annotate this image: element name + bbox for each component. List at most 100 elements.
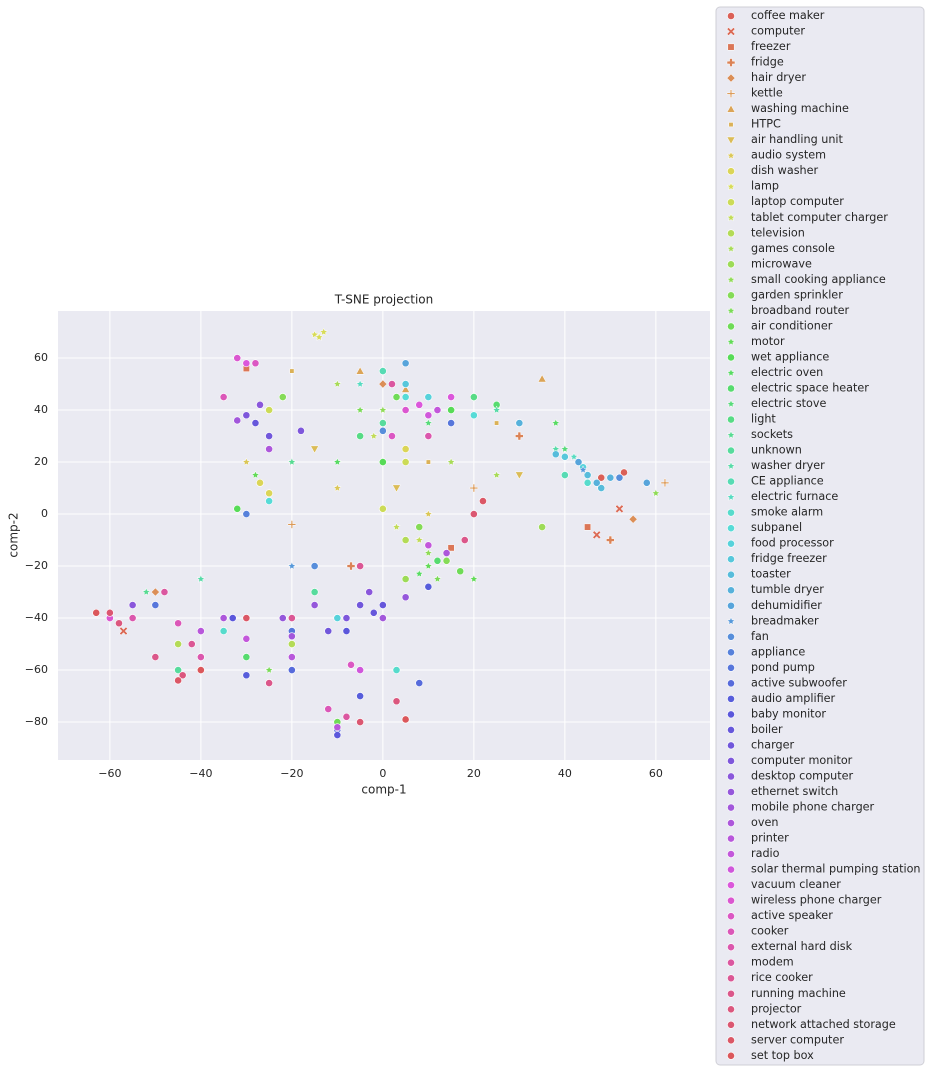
point xyxy=(469,574,479,583)
legend-label: network attached storage xyxy=(751,1018,896,1031)
legend-label: set top box xyxy=(751,1049,814,1062)
point xyxy=(578,465,588,474)
legend-marker xyxy=(727,524,735,533)
point xyxy=(347,660,355,669)
point xyxy=(560,444,570,453)
legend-label: wireless phone charger xyxy=(751,894,882,907)
y-tick-label: −40 xyxy=(25,611,48,624)
legend-marker xyxy=(726,151,736,160)
point xyxy=(569,452,579,461)
legend-label: fridge xyxy=(751,56,784,69)
point xyxy=(401,536,410,544)
point xyxy=(319,327,329,336)
legend-label: food processor xyxy=(751,537,834,550)
point xyxy=(324,627,333,635)
legend-label: electric space heater xyxy=(751,381,869,394)
legend-label: modem xyxy=(751,956,794,969)
legend-label: cooker xyxy=(751,925,789,938)
legend-marker xyxy=(727,974,735,983)
point xyxy=(264,665,274,674)
point xyxy=(196,666,205,674)
legend-label: coffee maker xyxy=(751,9,825,22)
legend-label: broadband router xyxy=(751,304,850,317)
legend-marker xyxy=(726,306,736,315)
point xyxy=(401,458,410,466)
legend-marker xyxy=(726,182,736,191)
legend-marker xyxy=(727,167,735,176)
point xyxy=(310,588,319,596)
point xyxy=(219,393,228,401)
point xyxy=(660,478,670,488)
legend-marker xyxy=(726,244,736,253)
y-axis-label: comp-2 xyxy=(7,512,21,557)
point xyxy=(551,418,561,427)
legend-label: hair dryer xyxy=(751,71,806,84)
point xyxy=(355,366,365,375)
legend-label: baby monitor xyxy=(751,707,826,720)
point xyxy=(256,478,264,487)
point xyxy=(442,556,451,565)
legend-marker xyxy=(726,461,736,470)
point xyxy=(401,393,410,401)
point xyxy=(392,393,401,401)
legend-label: wet appliance xyxy=(751,350,829,363)
legend-label: rice cooker xyxy=(751,971,813,984)
point xyxy=(310,562,319,570)
point xyxy=(378,405,388,414)
point xyxy=(388,432,396,440)
legend-label: freezer xyxy=(751,40,791,53)
legend-marker xyxy=(727,43,735,51)
x-tick-label: −60 xyxy=(98,767,121,780)
point xyxy=(424,393,433,401)
point xyxy=(151,601,160,609)
legend-marker xyxy=(728,122,734,128)
legend-label: mobile phone charger xyxy=(751,801,875,814)
legend-label: solar thermal pumping station xyxy=(751,863,921,876)
y-tick-label: −80 xyxy=(25,715,48,728)
point xyxy=(287,457,297,466)
point xyxy=(289,368,295,374)
y-tick-label: −60 xyxy=(25,663,48,676)
point xyxy=(415,679,424,687)
point xyxy=(342,614,351,622)
point xyxy=(606,473,615,482)
point xyxy=(492,405,502,414)
point xyxy=(251,470,260,479)
point xyxy=(469,510,478,518)
point xyxy=(287,614,296,622)
legend-marker xyxy=(727,1036,735,1045)
point xyxy=(606,535,615,545)
point xyxy=(560,471,569,479)
legend-marker xyxy=(727,353,735,362)
legend-label: subpanel xyxy=(751,521,802,534)
point xyxy=(356,692,365,700)
point xyxy=(287,632,296,641)
legend-label: dehumidifier xyxy=(751,599,822,612)
point xyxy=(456,567,465,576)
legend-marker xyxy=(727,881,735,890)
legend-marker xyxy=(726,213,736,222)
point xyxy=(369,608,378,617)
legend-marker xyxy=(727,508,735,517)
point xyxy=(447,393,456,401)
x-tick-label: 20 xyxy=(467,767,481,780)
point xyxy=(378,504,387,513)
legend-label: fan xyxy=(751,630,769,643)
point xyxy=(584,523,592,531)
legend-label: light xyxy=(751,413,776,426)
point xyxy=(265,489,274,498)
legend-marker xyxy=(727,958,735,967)
point xyxy=(415,523,424,531)
point xyxy=(469,411,478,420)
legend-marker xyxy=(727,989,735,998)
point xyxy=(233,354,242,362)
point xyxy=(242,411,251,420)
legend-label: air conditioner xyxy=(751,319,833,332)
point xyxy=(241,457,251,466)
legend-label: HTPC xyxy=(751,118,781,131)
point xyxy=(332,379,342,388)
point xyxy=(174,640,183,648)
point xyxy=(401,384,411,393)
legend-marker xyxy=(727,710,735,719)
